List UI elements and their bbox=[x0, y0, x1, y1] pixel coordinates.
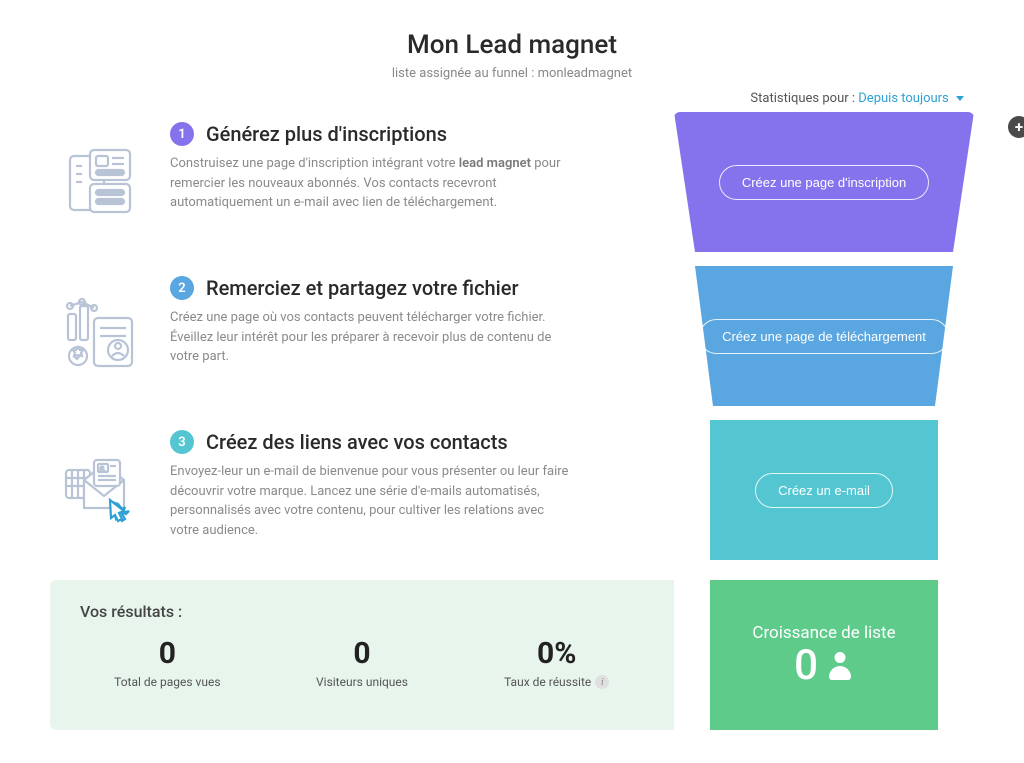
metric-unique-visitors: 0 Visiteurs uniques bbox=[275, 639, 450, 689]
metric-success-rate: 0% Taux de réussite i bbox=[469, 639, 644, 689]
step-number-badge: 1 bbox=[170, 122, 194, 146]
create-download-page-button[interactable]: Créez une page de téléchargement bbox=[699, 319, 949, 354]
create-email-button[interactable]: Créez un e-mail bbox=[755, 473, 893, 508]
step-number-badge: 3 bbox=[170, 430, 194, 454]
step-description: Construisez une page d'inscription intég… bbox=[170, 154, 570, 213]
steps-container: 1 Générez plus d'inscriptions Construise… bbox=[50, 112, 974, 560]
metric-value: 0% bbox=[469, 639, 644, 669]
chevron-down-icon bbox=[956, 96, 964, 101]
results-title: Vos résultats : bbox=[80, 602, 644, 621]
email-icon bbox=[50, 420, 150, 560]
metric-page-views: 0 Total de pages vues bbox=[80, 639, 255, 689]
signup-page-icon bbox=[50, 112, 150, 252]
create-signup-page-button[interactable]: Créez une page d'inscription bbox=[719, 165, 929, 200]
page-title: Mon Lead magnet bbox=[50, 30, 974, 60]
results-panel: Vos résultats : 0 Total de pages vues 0 … bbox=[50, 580, 974, 730]
step-title: Remerciez et partagez votre fichier bbox=[206, 276, 519, 300]
metric-label: Total de pages vues bbox=[80, 675, 255, 689]
add-step-button[interactable]: + bbox=[1008, 116, 1024, 138]
growth-value: 0 bbox=[794, 645, 818, 687]
stats-filter-selected: Depuis toujours bbox=[858, 91, 949, 106]
step-title: Créez des liens avec vos contacts bbox=[206, 430, 508, 454]
step-row: 3 Créez des liens avec vos contacts Envo… bbox=[50, 420, 974, 560]
step-row: 1 Générez plus d'inscriptions Construise… bbox=[50, 112, 974, 252]
info-icon[interactable]: i bbox=[595, 675, 609, 689]
page-subtitle: liste assignée au funnel : monleadmagnet bbox=[50, 66, 974, 81]
metric-label: Taux de réussite bbox=[504, 675, 591, 689]
stats-filter-label: Statistiques pour : bbox=[750, 91, 855, 106]
step-number-badge: 2 bbox=[170, 276, 194, 300]
growth-title: Croissance de liste bbox=[752, 623, 895, 643]
step-description: Créez une page où vos contacts peuvent t… bbox=[170, 308, 570, 367]
stats-filter-dropdown[interactable]: Depuis toujours bbox=[858, 91, 964, 106]
metric-label: Visiteurs uniques bbox=[275, 675, 450, 689]
step-row: 2 Remerciez et partagez votre fichier Cr… bbox=[50, 266, 974, 406]
metric-value: 0 bbox=[80, 639, 255, 669]
step-description: Envoyez-leur un e-mail de bienvenue pour… bbox=[170, 462, 570, 540]
step-title: Générez plus d'inscriptions bbox=[206, 122, 447, 146]
person-icon bbox=[826, 652, 854, 680]
download-page-icon bbox=[50, 266, 150, 406]
metric-value: 0 bbox=[275, 639, 450, 669]
